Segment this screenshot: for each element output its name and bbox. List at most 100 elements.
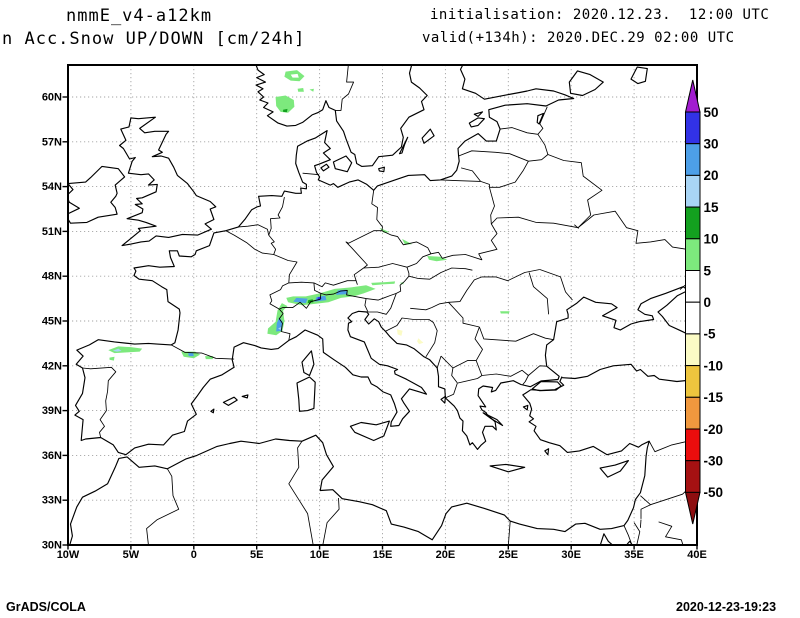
patch-alps-dark-rim <box>307 299 314 304</box>
border-path <box>507 521 511 545</box>
island-or-lake-outline <box>468 117 485 128</box>
border-path <box>381 230 432 254</box>
patch-alps-fr-dot <box>278 327 282 330</box>
border-path <box>406 267 410 277</box>
border-path <box>345 230 382 269</box>
border-path <box>633 522 641 545</box>
border-path <box>288 440 314 545</box>
border-path <box>658 521 684 545</box>
island-or-lake-outline <box>536 112 545 125</box>
border-path <box>408 267 473 280</box>
island-or-lake-outline <box>349 420 390 442</box>
island-or-lake-outline <box>568 70 604 97</box>
lat-tick-label: 33N <box>42 495 62 507</box>
patch-cantabria-band <box>108 346 143 354</box>
product-title: n Acc.Snow UP/DOWN [cm/24h] <box>2 29 306 49</box>
lon-tick-label: 20E <box>436 549 456 561</box>
island-or-lake-outline <box>630 66 648 85</box>
border-path <box>302 172 320 176</box>
border-path <box>225 230 274 255</box>
colorbar-tick-label: 50 <box>704 105 719 120</box>
border-path <box>268 197 285 236</box>
border-path <box>528 272 550 315</box>
patch-norway-blob <box>275 95 295 113</box>
island-or-lake-outline <box>544 448 550 456</box>
border-path <box>384 317 438 358</box>
island-or-lake-outline <box>522 404 529 411</box>
border-path <box>440 355 458 399</box>
border-path <box>364 298 369 313</box>
border-path <box>480 180 490 188</box>
border-path <box>410 307 432 311</box>
border-path <box>320 289 367 300</box>
border-path <box>430 187 498 261</box>
border-path <box>282 293 322 309</box>
colorbar-segment <box>685 174 701 208</box>
colorbar-tick-label: -50 <box>704 485 724 500</box>
lat-tick-label: 60N <box>42 92 62 104</box>
border-path <box>623 525 633 545</box>
axis-ticks <box>62 96 698 550</box>
island-or-lake-outline <box>440 395 446 404</box>
island-or-lake-outline <box>378 166 385 173</box>
border-path <box>366 292 397 301</box>
colorbar-segment <box>685 143 701 176</box>
lat-tick-label: 51N <box>42 226 62 238</box>
model-title: nmmE_v4-a12km <box>66 6 213 26</box>
plot-timestamp: 2020-12-23-19:23 <box>676 600 777 614</box>
patch-bosnia-yellow-1 <box>397 329 403 336</box>
border-path <box>82 366 117 438</box>
colorbar-arrow-bottom <box>684 491 701 525</box>
border-path <box>440 179 481 182</box>
colorbar-tick-label: 0 <box>704 295 712 310</box>
coastline-path <box>69 376 650 545</box>
lat-tick-label: 42N <box>42 360 62 372</box>
border-path <box>489 160 529 188</box>
border-path <box>313 267 364 288</box>
island-or-lake-outline <box>473 111 484 117</box>
border-path <box>458 150 529 162</box>
border-path <box>574 224 579 229</box>
island-or-lake-outline <box>210 408 215 414</box>
coastline-path <box>561 363 697 383</box>
island-or-lake-outline <box>599 460 629 478</box>
colorbar-segment <box>685 270 701 303</box>
border-path <box>146 468 180 545</box>
colorbar-segment <box>685 428 701 462</box>
border-path <box>481 365 547 377</box>
border-path <box>363 263 408 269</box>
colorbar-segment <box>685 206 701 240</box>
colorbar-segment <box>685 460 701 493</box>
colorbar-tick-label: 20 <box>704 168 719 183</box>
border-path <box>522 375 529 385</box>
patch-leon-speck <box>109 356 115 361</box>
patch-pyrenees-core <box>188 353 194 357</box>
patch-cantabria-core <box>112 348 122 352</box>
border-path <box>335 65 355 111</box>
init-time-label: initialisation: 2020.12.23. 12:00 UTC <box>430 7 770 23</box>
coastline-path <box>74 65 575 456</box>
island-or-lake-outline <box>332 155 353 173</box>
border-path <box>238 224 270 236</box>
lon-tick-label: 0 <box>191 549 197 561</box>
colorbar-tick-label: 10 <box>704 232 719 247</box>
island-or-lake-outline <box>531 380 562 392</box>
border-path <box>490 216 579 229</box>
colorbar-tick-label: 5 <box>704 263 712 278</box>
border-path <box>639 519 642 528</box>
patch-austria-dash <box>371 281 396 286</box>
colorbar-segment <box>685 111 701 145</box>
border-path <box>431 276 483 308</box>
island-or-lake-outline <box>482 412 504 427</box>
colorbar-tick-label: -5 <box>704 327 716 342</box>
lon-tick-label: 35E <box>624 549 644 561</box>
lon-tick-label: 5W <box>123 549 140 561</box>
country-borders <box>82 65 697 545</box>
colorbar-tick-label: 30 <box>704 137 719 152</box>
island-or-lake-outline <box>301 350 315 377</box>
colorbar-tick-label: -30 <box>704 454 724 469</box>
island-or-lake-outline <box>119 116 217 247</box>
border-path <box>371 190 383 231</box>
